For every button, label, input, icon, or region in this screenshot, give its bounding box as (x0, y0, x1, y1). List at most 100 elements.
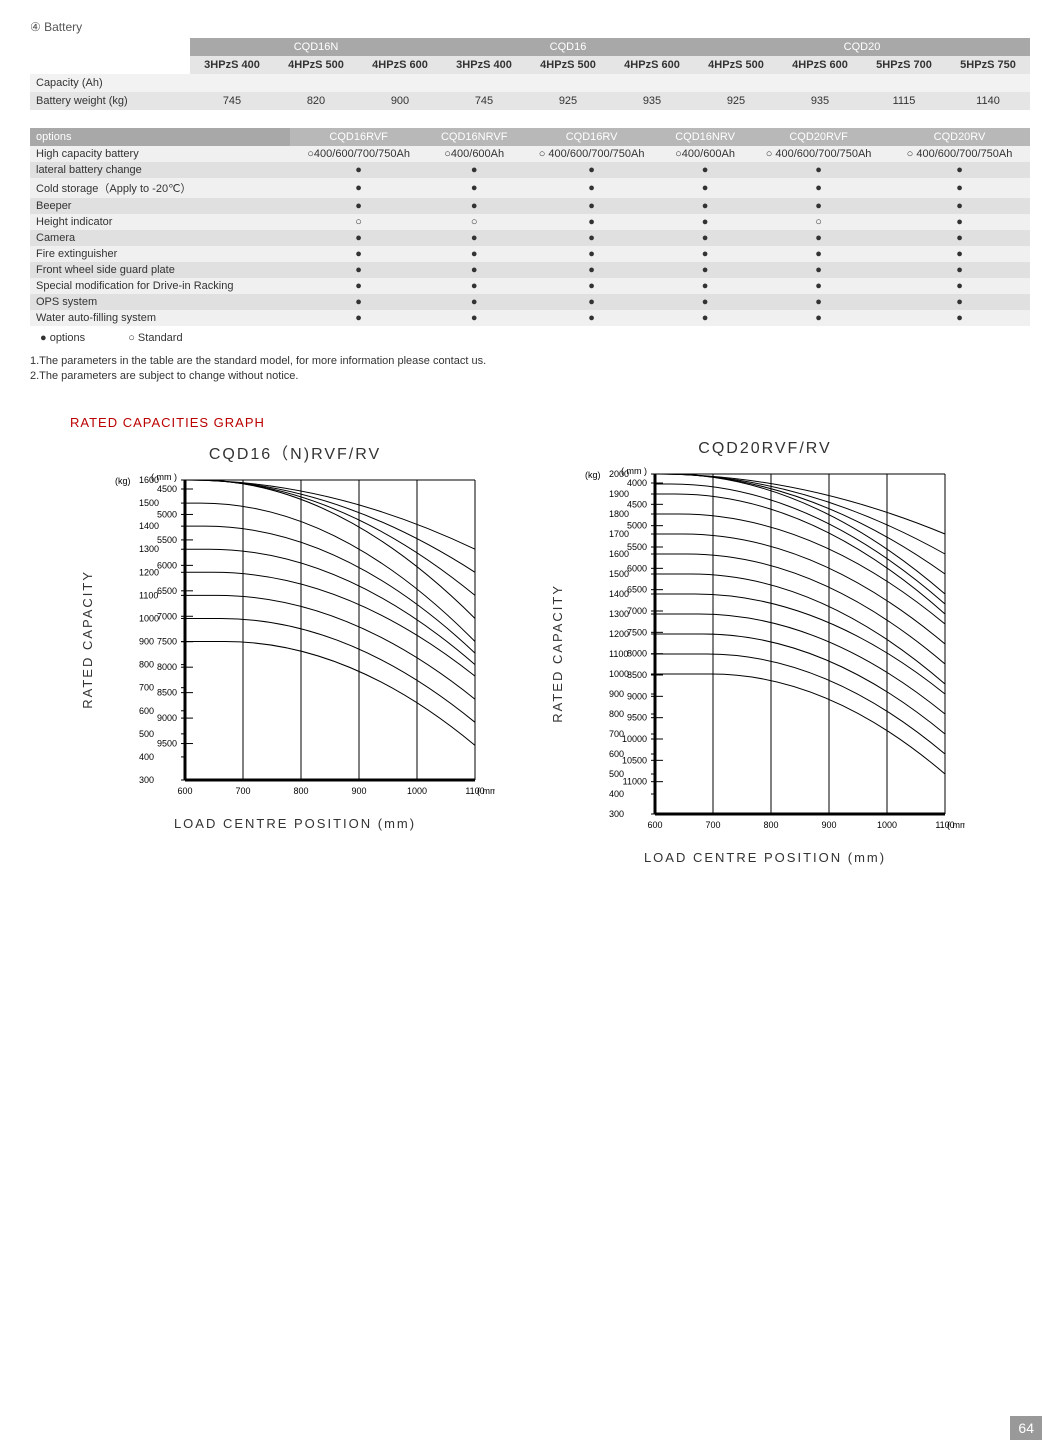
svg-text:600: 600 (177, 786, 192, 796)
svg-text:900: 900 (609, 689, 624, 699)
option-cell: ● (427, 230, 521, 246)
svg-text:400: 400 (139, 752, 154, 762)
svg-text:(kg): (kg) (115, 476, 131, 486)
note-2: 2.The parameters are subject to change w… (30, 369, 1030, 384)
options-col-header: CQD16RVF (290, 128, 427, 146)
chart-left-ylabel: RATED CAPACITY (80, 570, 95, 709)
svg-text:800: 800 (139, 659, 154, 669)
battery-row-label: Capacity (Ah) (30, 74, 190, 92)
svg-text:8000: 8000 (157, 662, 177, 672)
option-cell: ● (290, 198, 427, 214)
svg-text:5500: 5500 (157, 535, 177, 545)
chart-right-svg: 2000190018001700160015001400130012001100… (565, 464, 965, 844)
battery-col-header: 5HPzS 750 (946, 56, 1030, 74)
option-cell: ● (889, 214, 1030, 230)
battery-cell: 925 (694, 92, 778, 110)
option-row-label: Cold storage（Apply to -20℃） (30, 178, 290, 198)
svg-text:6000: 6000 (157, 560, 177, 570)
option-cell: ● (662, 294, 748, 310)
svg-text:7000: 7000 (627, 606, 647, 616)
svg-text:6000: 6000 (627, 563, 647, 573)
option-cell: ● (662, 230, 748, 246)
option-cell: ○400/600Ah (427, 146, 521, 162)
option-row-label: Height indicator (30, 214, 290, 230)
svg-text:600: 600 (139, 706, 154, 716)
option-cell: ● (290, 278, 427, 294)
legend-options: ● options (40, 332, 85, 344)
legend-standard: ○ Standard (128, 332, 182, 344)
option-cell: ● (748, 230, 889, 246)
option-cell: ● (748, 278, 889, 294)
battery-col-header: 4HPzS 600 (610, 56, 694, 74)
svg-text:9500: 9500 (157, 738, 177, 748)
svg-text:7500: 7500 (627, 627, 647, 637)
option-cell: ● (427, 262, 521, 278)
option-cell: ● (290, 246, 427, 262)
svg-text:11000: 11000 (623, 776, 647, 786)
option-row-label: High capacity battery (30, 146, 290, 162)
svg-text:5000: 5000 (157, 509, 177, 519)
svg-text:700: 700 (235, 786, 250, 796)
svg-text:( mm ): ( mm ) (151, 472, 177, 482)
options-col-header: CQD16NRVF (427, 128, 521, 146)
option-cell: ● (889, 246, 1030, 262)
svg-text:1100: 1100 (139, 590, 158, 600)
option-row-label: Front wheel side guard plate (30, 262, 290, 278)
svg-text:(kg): (kg) (585, 470, 601, 480)
svg-text:9000: 9000 (627, 691, 647, 701)
battery-col-header: 4HPzS 600 (358, 56, 442, 74)
battery-cell: 925 (526, 92, 610, 110)
option-cell: ● (662, 262, 748, 278)
svg-text:1500: 1500 (139, 498, 159, 508)
battery-cell: 935 (778, 92, 862, 110)
option-cell: ● (521, 310, 662, 326)
battery-col-header: 4HPzS 500 (274, 56, 358, 74)
chart-left-title: CQD16（N)RVF/RV (80, 440, 510, 464)
option-cell: ● (748, 198, 889, 214)
svg-text:600: 600 (647, 820, 662, 830)
battery-row-label: Battery weight (kg) (30, 92, 190, 110)
option-cell: ● (662, 198, 748, 214)
option-cell: ● (521, 246, 662, 262)
option-cell: ● (290, 294, 427, 310)
option-cell: ● (889, 310, 1030, 326)
svg-text:900: 900 (351, 786, 366, 796)
option-cell: ● (427, 178, 521, 198)
option-cell: ● (889, 278, 1030, 294)
svg-text:800: 800 (763, 820, 778, 830)
battery-group-header: CQD16 (442, 38, 694, 56)
battery-cell (190, 74, 274, 92)
svg-text:800: 800 (609, 709, 624, 719)
option-cell: ● (427, 198, 521, 214)
svg-text:1100: 1100 (609, 649, 628, 659)
battery-cell: 820 (274, 92, 358, 110)
battery-col-header: 5HPzS 700 (862, 56, 946, 74)
option-cell: ● (889, 230, 1030, 246)
svg-text:300: 300 (139, 775, 154, 785)
option-cell: ● (427, 162, 521, 178)
option-cell: ○ (748, 214, 889, 230)
battery-cell: 935 (610, 92, 694, 110)
option-cell: ● (662, 310, 748, 326)
battery-col-header: 4HPzS 500 (694, 56, 778, 74)
option-cell: ● (662, 278, 748, 294)
option-cell: ● (521, 262, 662, 278)
svg-text:6500: 6500 (627, 584, 647, 594)
svg-text:5500: 5500 (627, 542, 647, 552)
option-cell: ○ 400/600/700/750Ah (521, 146, 662, 162)
option-cell: ● (662, 178, 748, 198)
option-cell: ● (521, 198, 662, 214)
svg-text:( mm ): ( mm ) (477, 786, 495, 796)
graph-section-title: RATED CAPACITIES GRAPH (70, 415, 1030, 430)
chart-right: CQD20RVF/RV RATED CAPACITY 2000190018001… (550, 440, 980, 865)
svg-text:8000: 8000 (627, 648, 647, 658)
option-cell: ● (748, 178, 889, 198)
options-col-header: CQD20RV (889, 128, 1030, 146)
svg-text:1400: 1400 (139, 521, 159, 531)
svg-text:9000: 9000 (157, 713, 177, 723)
battery-col-header: 3HPzS 400 (442, 56, 526, 74)
svg-text:700: 700 (139, 682, 154, 692)
chart-left: CQD16（N)RVF/RV RATED CAPACITY 1600150014… (80, 440, 510, 865)
option-cell: ● (748, 294, 889, 310)
option-cell: ○ 400/600/700/750Ah (889, 146, 1030, 162)
